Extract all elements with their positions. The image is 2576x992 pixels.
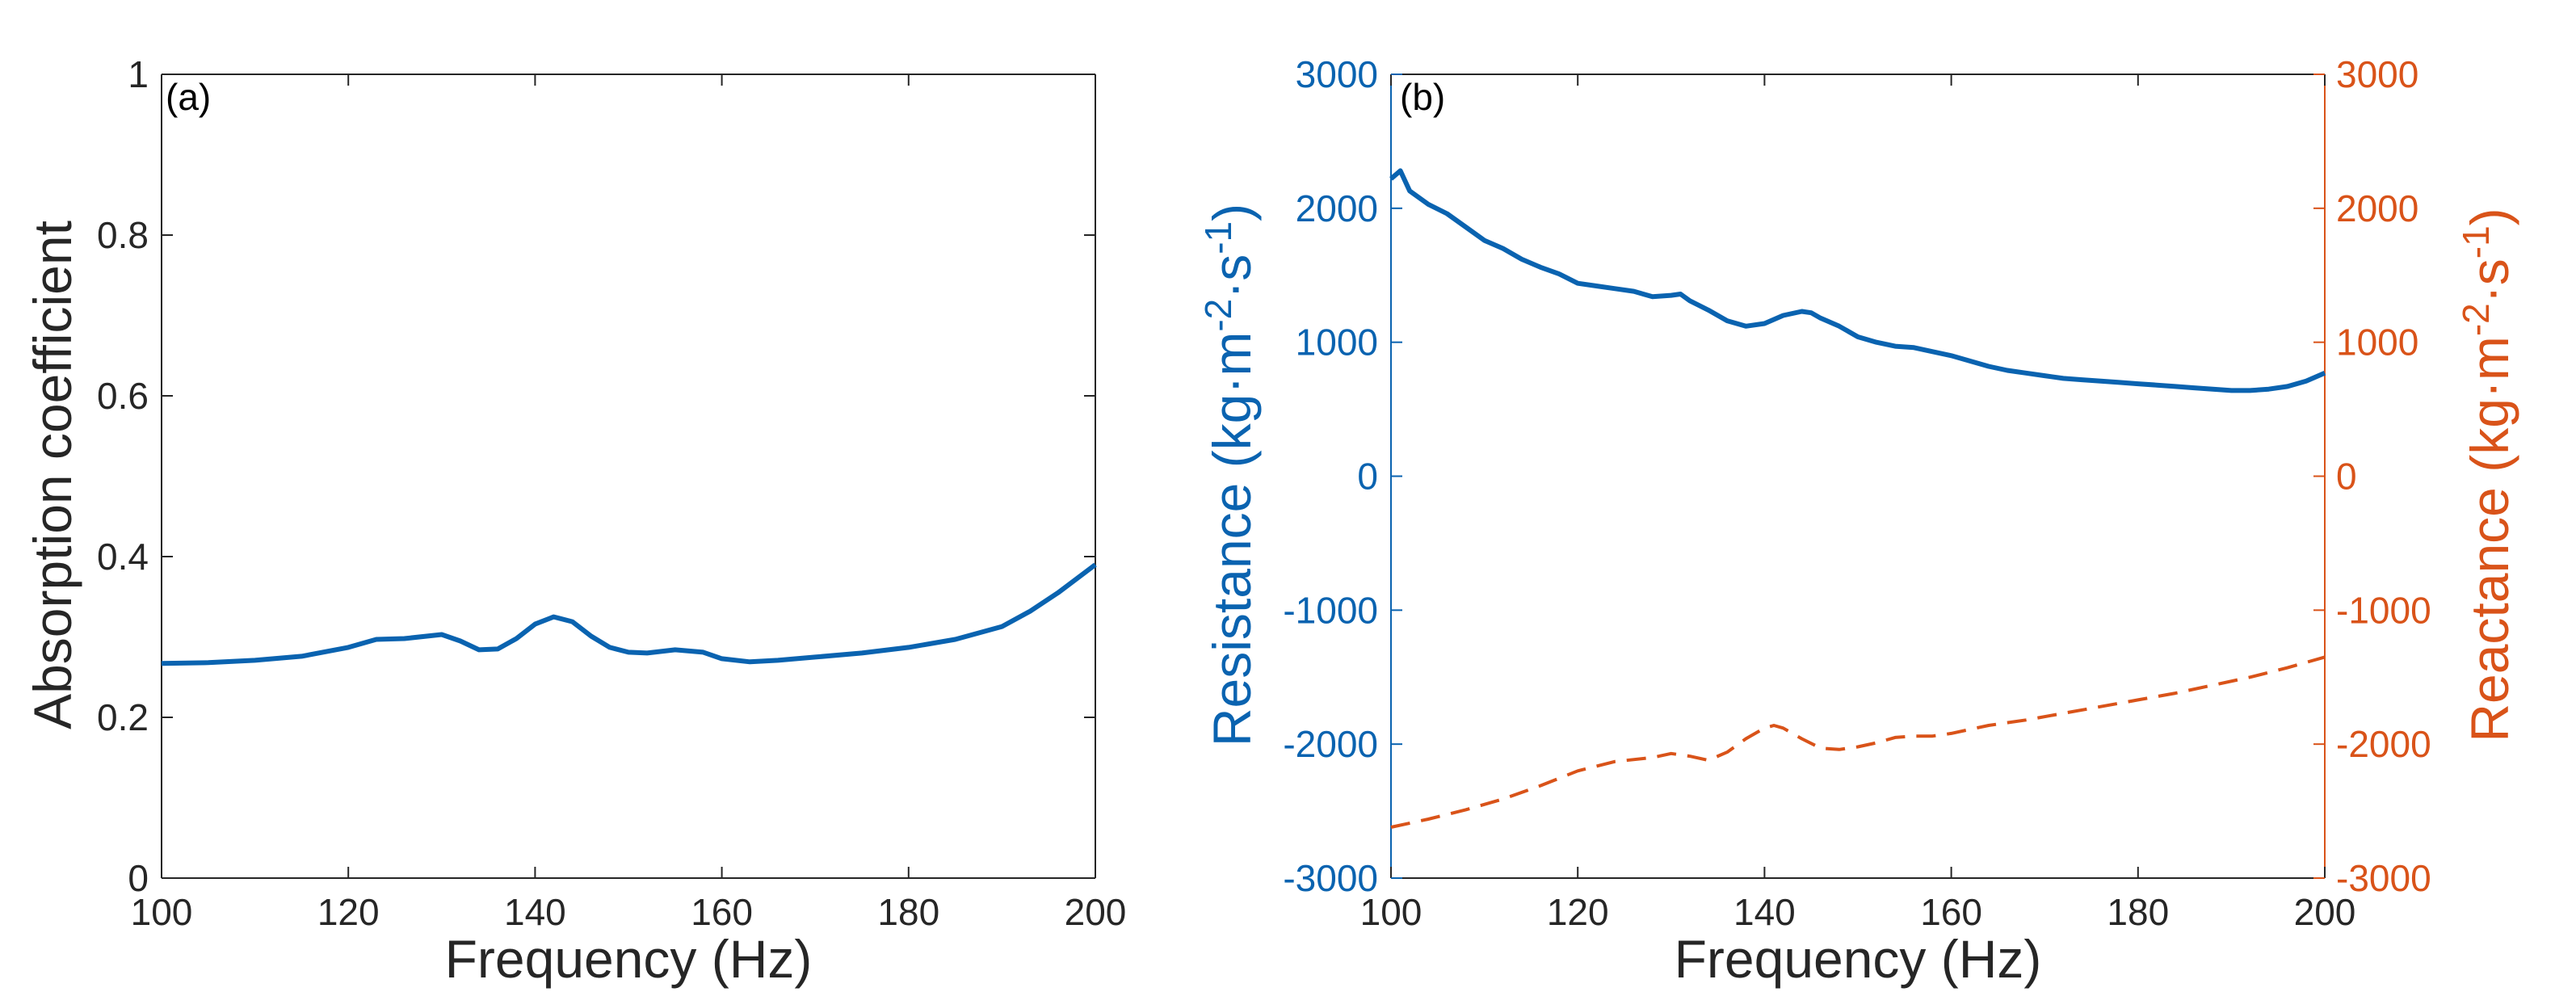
x-tick-label: 100: [131, 891, 193, 933]
right-y-tick-label: 3000: [2336, 53, 2418, 95]
y-tick-label: -3000: [1283, 857, 1378, 899]
x-tick-label: 160: [691, 891, 753, 933]
x-tick-label: 120: [317, 891, 380, 933]
panel-a-x-axis-title: Frequency (Hz): [445, 929, 813, 989]
y-tick-label: 1: [128, 53, 149, 95]
reactance-series-line: [1390, 655, 2326, 829]
panel-b-x-axis-title: Frequency (Hz): [1675, 929, 2042, 989]
panel-a-y-axis-title: Absorption coefficient: [23, 221, 82, 729]
y-tick-label: 0.6: [97, 375, 149, 417]
panel-b-left-y-axis-title: Resistance (kg·m-2·s-1): [1197, 204, 1262, 746]
x-tick-label: 180: [877, 891, 939, 933]
y-tick-label: 3000: [1296, 53, 1378, 95]
y-tick-label: 0.8: [97, 214, 149, 256]
x-tick-label: 200: [2294, 891, 2356, 933]
right-y-tick-label: 0: [2336, 456, 2357, 498]
y-tick-label: 0.2: [97, 696, 149, 738]
x-tick-label: 120: [1547, 891, 1609, 933]
right-y-tick-label: 1000: [2336, 322, 2418, 364]
absorption-series-line: [161, 562, 1097, 666]
y-tick-label: -2000: [1283, 723, 1378, 765]
panel-b-right-y-axis-title: Reactance (kg·m-2·s-1): [2455, 208, 2519, 742]
panel-a-label: (a): [166, 76, 211, 118]
panel-b-label: (b): [1400, 76, 1445, 118]
x-tick-label: 140: [504, 891, 566, 933]
x-tick-label: 180: [2107, 891, 2169, 933]
x-tick-label: 140: [1733, 891, 1796, 933]
right-y-tick-label: 2000: [2336, 187, 2418, 229]
x-tick-label: 200: [1065, 891, 1127, 933]
x-tick-label: 160: [1920, 891, 1982, 933]
x-tick-label: 100: [1360, 891, 1422, 933]
y-tick-label: -1000: [1283, 589, 1378, 631]
y-tick-label: 2000: [1296, 187, 1378, 229]
panel-b-chart: (b) Frequency (Hz) Resistance (kg·m-2·s-…: [1197, 53, 2519, 989]
right-y-tick-label: -1000: [2336, 589, 2431, 631]
resistance-series-line: [1389, 168, 2326, 393]
y-tick-label: 0: [1357, 456, 1378, 498]
right-y-tick-label: -2000: [2336, 723, 2431, 765]
y-tick-label: 1000: [1296, 322, 1378, 364]
right-y-tick-label: -3000: [2336, 857, 2431, 899]
y-tick-label: 0.4: [97, 536, 149, 578]
y-tick-label: 0: [128, 857, 149, 899]
panel-a-chart: (a) Frequency (Hz) Absorption coefficien…: [23, 53, 1126, 989]
